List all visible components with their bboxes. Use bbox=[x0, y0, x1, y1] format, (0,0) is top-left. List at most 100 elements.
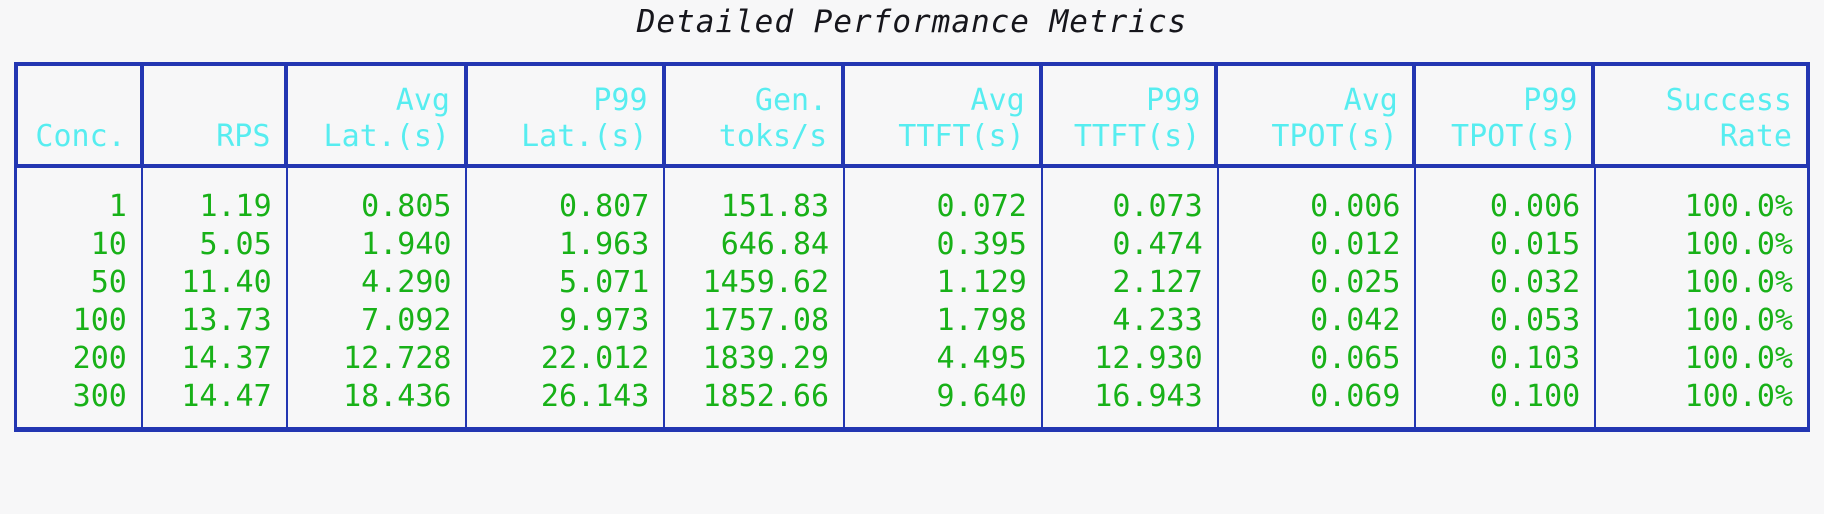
cell-value: 646.84 bbox=[720, 227, 830, 262]
column-values-gen-toks: 151.83 646.84 1459.62 1757.08 1839.29 1852.66 bbox=[665, 168, 846, 427]
cell-value: 100.0% bbox=[1684, 189, 1793, 224]
column-header-line: TPOT(s) bbox=[1271, 119, 1398, 154]
column-header-avg-ttft: Avg TTFT(s) bbox=[845, 66, 1043, 164]
column-header-line: TTFT(s) bbox=[898, 119, 1025, 154]
cell-value: 0.100 bbox=[1489, 379, 1581, 414]
column-header-line: Lat.(s) bbox=[521, 119, 648, 154]
cell-value: 0.073 bbox=[1112, 189, 1203, 224]
column-header-line: Lat.(s) bbox=[323, 119, 450, 154]
column-values-p99-tpot: 0.006 0.015 0.032 0.053 0.103 0.100 bbox=[1416, 168, 1597, 427]
column-header-line: P99 bbox=[593, 83, 648, 118]
cell-value: 0.474 bbox=[1112, 227, 1203, 262]
cell-value: 1.963 bbox=[558, 227, 650, 262]
cell-value: 10 bbox=[90, 227, 127, 262]
cell-value: 50 bbox=[90, 265, 127, 300]
column-header-line: Success bbox=[1665, 83, 1792, 118]
cell-value: 100.0% bbox=[1684, 227, 1793, 262]
cell-value: 1 bbox=[108, 189, 127, 224]
column-header-line: RPS bbox=[216, 119, 271, 154]
column-header-line: TTFT(s) bbox=[1073, 119, 1201, 154]
column-header-line: toks/s bbox=[718, 119, 828, 154]
column-header-success-rate: Success Rate bbox=[1595, 66, 1806, 164]
table-header-row: Conc. RPS Avg Lat.(s) P99 Lat.(s) Gen. toks/s Av… bbox=[14, 62, 1810, 168]
cell-value: 4.233 bbox=[1112, 303, 1203, 338]
cell-value: 100.0% bbox=[1684, 265, 1793, 300]
column-values-avg-lat: 0.805 1.940 4.290 7.092 12.728 18.436 bbox=[288, 168, 468, 427]
cell-value: 0.053 bbox=[1489, 303, 1581, 338]
cell-value: 9.973 bbox=[558, 303, 650, 338]
cell-value: 4.290 bbox=[361, 265, 452, 300]
column-header-line: Gen. bbox=[754, 83, 828, 118]
column-header-line: Conc. bbox=[35, 119, 126, 154]
column-values-rps: 1.19 5.05 11.40 13.73 14.37 14.47 bbox=[143, 168, 288, 427]
cell-value: 100.0% bbox=[1684, 379, 1793, 414]
cell-value: 5.05 bbox=[199, 227, 272, 262]
cell-value: 0.069 bbox=[1310, 379, 1401, 414]
cell-value: 1757.08 bbox=[702, 303, 830, 338]
cell-value: 0.006 bbox=[1489, 189, 1581, 224]
cell-value: 0.065 bbox=[1310, 341, 1401, 376]
cell-value: 0.807 bbox=[558, 189, 650, 224]
column-header-rps: RPS bbox=[144, 66, 289, 164]
table-body: 1 10 50 100 200 300 1.19 5.05 11.40 13.73 14.37 14.… bbox=[14, 168, 1810, 432]
cell-value: 300 bbox=[72, 379, 127, 414]
cell-value: 0.103 bbox=[1489, 341, 1581, 376]
cell-value: 12.930 bbox=[1094, 341, 1203, 376]
column-header-line: Avg bbox=[1343, 83, 1398, 118]
cell-value: 0.032 bbox=[1489, 265, 1581, 300]
cell-value: 0.015 bbox=[1489, 227, 1581, 262]
column-header-line: Avg bbox=[395, 83, 450, 118]
cell-value: 16.943 bbox=[1094, 379, 1203, 414]
cell-value: 0.025 bbox=[1310, 265, 1401, 300]
column-values-p99-ttft: 0.073 0.474 2.127 4.233 12.930 16.943 bbox=[1043, 168, 1219, 427]
cell-value: 1459.62 bbox=[702, 265, 830, 300]
column-header-line: Avg bbox=[970, 83, 1025, 118]
cell-value: 0.006 bbox=[1310, 189, 1401, 224]
column-header-conc: Conc. bbox=[18, 66, 144, 164]
column-header-line: P99 bbox=[1523, 83, 1578, 118]
cell-value: 4.495 bbox=[936, 341, 1027, 376]
column-header-gen-toks: Gen. toks/s bbox=[666, 66, 846, 164]
cell-value: 200 bbox=[72, 341, 127, 376]
cell-value: 11.40 bbox=[181, 265, 272, 300]
column-header-p99-tpot: P99 TPOT(s) bbox=[1416, 66, 1596, 164]
column-values-avg-tpot: 0.006 0.012 0.025 0.042 0.065 0.069 bbox=[1219, 168, 1417, 427]
cell-value: 0.012 bbox=[1310, 227, 1401, 262]
column-header-line: P99 bbox=[1146, 83, 1201, 118]
column-header-line: Rate bbox=[1719, 119, 1792, 154]
cell-value: 22.012 bbox=[540, 341, 650, 376]
column-values-success-rate: 100.0% 100.0% 100.0% 100.0% 100.0% 100.0% bbox=[1596, 168, 1807, 427]
cell-value: 100.0% bbox=[1684, 341, 1793, 376]
cell-value: 0.042 bbox=[1310, 303, 1401, 338]
cell-value: 5.071 bbox=[558, 265, 650, 300]
column-header-avg-lat: Avg Lat.(s) bbox=[288, 66, 468, 164]
cell-value: 0.805 bbox=[361, 189, 452, 224]
column-values-p99-lat: 0.807 1.963 5.071 9.973 22.012 26.143 bbox=[467, 168, 666, 427]
column-header-p99-lat: P99 Lat.(s) bbox=[468, 66, 666, 164]
cell-value: 100.0% bbox=[1684, 303, 1793, 338]
cell-value: 1.129 bbox=[936, 265, 1027, 300]
cell-value: 151.83 bbox=[720, 189, 830, 224]
cell-value: 2.127 bbox=[1112, 265, 1203, 300]
cell-value: 1.19 bbox=[199, 189, 272, 224]
column-header-p99-ttft: P99 TTFT(s) bbox=[1043, 66, 1219, 164]
cell-value: 100 bbox=[72, 303, 127, 338]
cell-value: 0.395 bbox=[936, 227, 1027, 262]
figure-title: Detailed Performance Metrics bbox=[636, 4, 1188, 40]
cell-value: 14.37 bbox=[181, 341, 272, 376]
cell-value: 14.47 bbox=[181, 379, 272, 414]
column-header-line: TPOT(s) bbox=[1451, 119, 1578, 154]
cell-value: 1852.66 bbox=[702, 379, 830, 414]
cell-value: 12.728 bbox=[343, 341, 452, 376]
cell-value: 0.072 bbox=[936, 189, 1027, 224]
cell-value: 13.73 bbox=[181, 303, 272, 338]
cell-value: 26.143 bbox=[540, 379, 650, 414]
cell-value: 1.940 bbox=[361, 227, 452, 262]
cell-value: 18.436 bbox=[343, 379, 452, 414]
cell-value: 7.092 bbox=[361, 303, 452, 338]
cell-value: 1.798 bbox=[936, 303, 1027, 338]
cell-value: 9.640 bbox=[936, 379, 1027, 414]
cell-value: 1839.29 bbox=[702, 341, 830, 376]
column-values-avg-ttft: 0.072 0.395 1.129 1.798 4.495 9.640 bbox=[845, 168, 1043, 427]
